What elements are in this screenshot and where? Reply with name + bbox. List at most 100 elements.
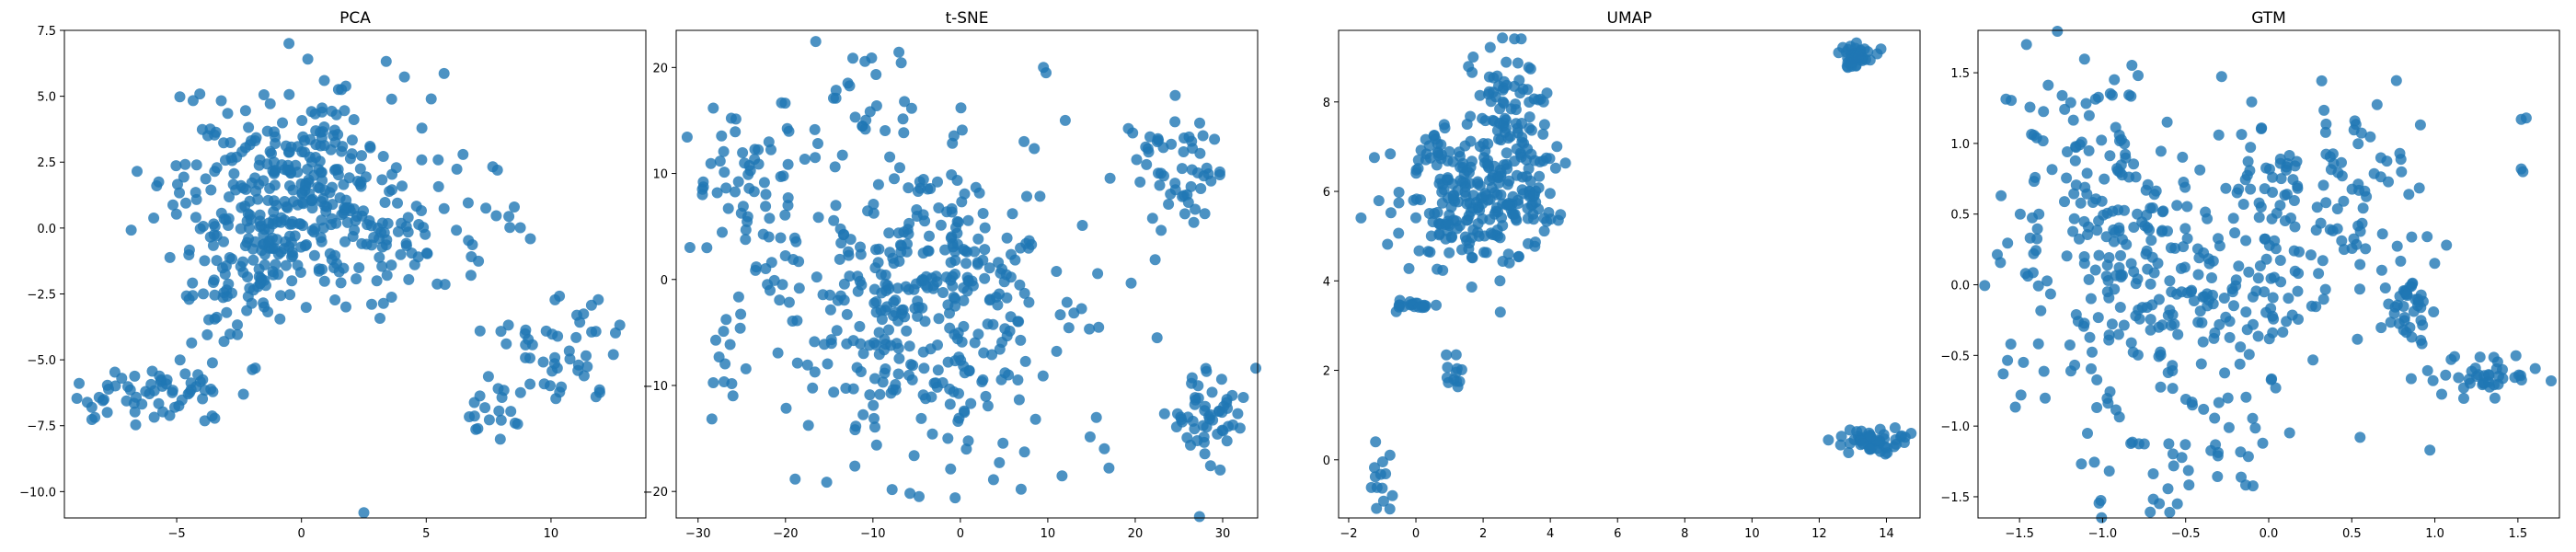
scatter-point <box>2236 471 2247 483</box>
x-tick-label: −30 <box>685 527 710 541</box>
scatter-point <box>1865 431 1877 443</box>
scatter-point <box>86 414 98 425</box>
scatter-point <box>711 187 723 199</box>
scatter-point <box>376 260 388 272</box>
scatter-point <box>809 336 821 348</box>
scatter-point <box>774 294 786 306</box>
scatter-point <box>2002 354 2014 366</box>
scatter-point <box>2478 377 2490 389</box>
scatter-point <box>86 401 98 413</box>
scatter-point <box>1507 190 1519 202</box>
scatter-point <box>2510 350 2522 362</box>
scatter-point <box>841 308 853 320</box>
scatter-point <box>899 96 911 108</box>
scatter-point <box>2243 349 2255 361</box>
scatter-point <box>1209 133 1221 145</box>
scatter-point <box>2283 427 2295 439</box>
scatter-point <box>482 371 494 383</box>
scatter-point <box>2161 116 2173 128</box>
scatter-points <box>681 36 1261 523</box>
scatter-point <box>909 303 921 315</box>
scatter-point <box>890 294 902 306</box>
scatter-point <box>1018 135 1030 147</box>
scatter-point <box>926 428 938 440</box>
scatter-point <box>2357 202 2369 214</box>
scatter-point <box>937 287 949 298</box>
scatter-point <box>1995 190 2007 201</box>
scatter-point <box>908 283 920 295</box>
scatter-point <box>2177 151 2189 163</box>
scatter-point <box>1995 257 2007 269</box>
scatter-point <box>2324 151 2336 163</box>
scatter-point <box>780 402 792 414</box>
scatter-point <box>279 164 291 176</box>
scatter-point <box>2030 245 2041 257</box>
scatter-point <box>354 163 366 175</box>
scatter-point <box>1369 471 1381 483</box>
scatter-point <box>2352 333 2363 345</box>
scatter-point <box>2142 263 2154 275</box>
scatter-point <box>2515 113 2527 125</box>
scatter-point <box>2428 306 2440 317</box>
scatter-point <box>1218 400 1230 412</box>
scatter-point <box>2283 150 2295 161</box>
scatter-point <box>1181 431 1193 443</box>
scatter-point <box>1844 438 1856 449</box>
scatter-point <box>2132 349 2144 361</box>
scatter-point <box>185 384 197 396</box>
scatter-point <box>1075 303 1087 315</box>
scatter-point <box>326 254 338 266</box>
scatter-point <box>590 391 602 403</box>
scatter-point <box>224 191 235 202</box>
scatter-point <box>2068 213 2080 224</box>
scatter-point <box>2202 253 2214 265</box>
scatter-point <box>2115 249 2126 261</box>
scatter-point <box>493 405 505 417</box>
scatter-point <box>2145 314 2156 326</box>
scatter-point <box>983 262 995 274</box>
scatter-point <box>1001 232 1013 244</box>
scatter-point <box>2352 178 2364 190</box>
scatter-point <box>236 145 248 157</box>
scatter-point <box>852 270 864 282</box>
scatter-point <box>190 193 202 205</box>
scatter-point <box>949 300 961 312</box>
scatter-point <box>512 418 523 430</box>
scatter-point <box>1997 368 2009 380</box>
scatter-point <box>2088 456 2100 468</box>
scatter-point <box>1385 148 1397 160</box>
scatter-point <box>208 274 220 286</box>
scatter-point <box>1004 325 1016 337</box>
scatter-point <box>253 263 265 275</box>
scatter-point <box>999 367 1011 379</box>
scatter-point <box>1538 119 1550 131</box>
scatter-point <box>385 93 397 105</box>
scatter-point <box>1192 380 1204 392</box>
scatter-point <box>550 393 562 405</box>
scatter-point <box>1223 420 1234 432</box>
scatter-point <box>1474 89 1486 101</box>
scatter-point <box>268 269 279 281</box>
scatter-point <box>2391 299 2403 311</box>
scatter-point <box>270 138 282 149</box>
scatter-point <box>869 421 880 433</box>
scatter-point <box>349 224 361 236</box>
scatter-point <box>2424 444 2436 456</box>
scatter-point <box>807 382 819 394</box>
scatter-point <box>313 263 325 275</box>
scatter-point <box>973 187 985 199</box>
scatter-point <box>167 199 178 211</box>
scatter-point <box>2237 199 2249 210</box>
scatter-point <box>2198 403 2210 415</box>
scatter-point <box>581 361 593 373</box>
scatter-point <box>2089 264 2101 276</box>
scatter-point <box>870 439 882 451</box>
scatter-point <box>2441 239 2453 251</box>
scatter-point <box>905 102 917 114</box>
scatter-point <box>857 121 868 132</box>
scatter-point <box>904 488 916 500</box>
scatter-point <box>221 284 233 296</box>
scatter-point <box>514 222 526 234</box>
scatter-point <box>1497 96 1509 108</box>
scatter-point <box>1019 355 1031 367</box>
